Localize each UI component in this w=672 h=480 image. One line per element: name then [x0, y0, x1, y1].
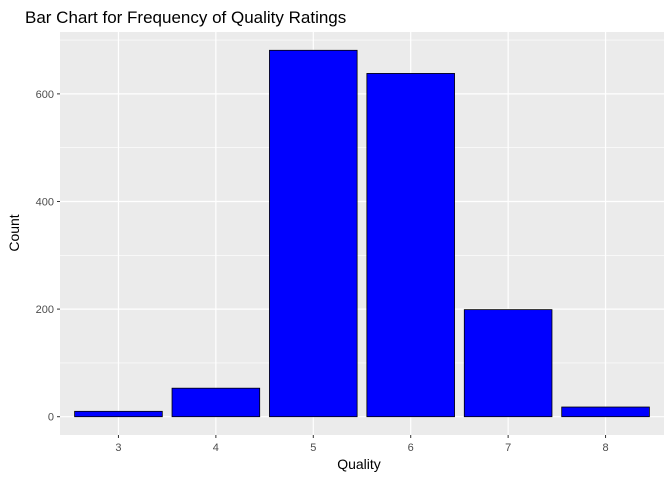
x-tick-label: 7 — [505, 442, 511, 454]
y-tick-label: 400 — [36, 196, 54, 208]
x-tick-label: 5 — [310, 442, 316, 454]
x-tick-label: 6 — [408, 442, 414, 454]
bar-4 — [171, 387, 261, 418]
minor-gridlines — [60, 39, 664, 364]
x-axis: 3 4 5 6 7 8 — [115, 435, 609, 454]
y-axis-title: Count — [6, 214, 22, 251]
plot-panel — [60, 32, 664, 435]
y-tick-label: 200 — [36, 304, 54, 316]
bar-8 — [561, 406, 650, 418]
bar-6 — [366, 73, 455, 418]
chart-title: Bar Chart for Frequency of Quality Ratin… — [25, 8, 346, 27]
x-tick-label: 8 — [602, 442, 608, 454]
bar-3 — [74, 410, 163, 418]
bars — [74, 49, 650, 418]
y-axis: 0 200 400 600 — [36, 89, 60, 424]
x-axis-title: Quality — [337, 456, 381, 472]
y-tick-label: 600 — [36, 89, 54, 101]
bar-5 — [269, 49, 358, 418]
x-tick-label: 4 — [213, 442, 219, 454]
bar-7 — [463, 309, 553, 418]
y-tick-label: 0 — [48, 412, 54, 424]
x-tick-label: 3 — [115, 442, 121, 454]
